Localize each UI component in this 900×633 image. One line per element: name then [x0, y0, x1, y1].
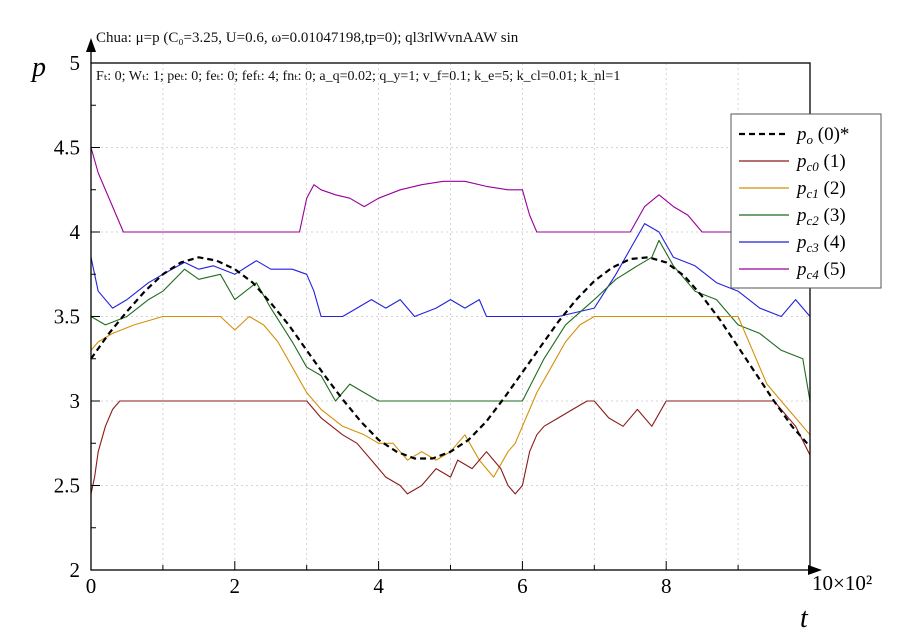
- series-line-2: [90, 315, 811, 478]
- legend-label-4: pc3 (4): [795, 232, 846, 255]
- legend: po (0)* pc0 (1) pc1 (2) pc2 (3) pc3 (4) pc4 (…: [730, 113, 882, 289]
- legend-label-5: pc4 (5): [795, 259, 846, 282]
- y-tick-label: 3: [70, 389, 81, 413]
- series-line-1: [90, 400, 811, 495]
- series-lines: [90, 147, 811, 495]
- series-line-4: [90, 223, 811, 318]
- x-axis-arrow: [808, 565, 822, 575]
- series-line-0: [90, 256, 811, 460]
- legend-label-1: pc0 (1): [795, 151, 846, 174]
- y-tick-label: 3.5: [54, 305, 80, 329]
- legend-box: [730, 113, 882, 289]
- y-tick-label: 4.5: [54, 136, 80, 160]
- x-tick-label: 8: [661, 574, 672, 598]
- y-tick-label: 5: [70, 51, 81, 75]
- y-tick-label: 2.5: [54, 474, 80, 498]
- series-line-5: [90, 147, 810, 233]
- x-tick-label: 4: [373, 574, 384, 598]
- x-tick-label: 2: [230, 574, 241, 598]
- legend-label-2: pc1 (2): [795, 178, 846, 201]
- y-axis-arrow: [86, 38, 96, 52]
- y-axis-label: p: [30, 52, 46, 83]
- legend-label-0: po (0)*: [795, 124, 849, 147]
- series-line-3: [90, 239, 811, 402]
- x-axis-label: t: [800, 603, 809, 633]
- x-tick-label: 6: [517, 574, 528, 598]
- chart-title: Chua: μ=p (C₀=3.25, U=0.6, ω=0.01047198,…: [96, 30, 519, 46]
- x-tick-label: 0: [86, 574, 97, 598]
- y-tick-label: 2: [70, 558, 81, 582]
- y-tick-label: 4: [70, 220, 81, 244]
- chart-subtitle: Fₜ: 0; Wₜ: 1; peₜ: 0; feₜ: 0; fefₜ: 4; f…: [96, 69, 620, 84]
- axis-ticks: 0 2 4 6 822.533.544.55: [54, 51, 811, 598]
- x-axis-multiplier: 10×10²: [812, 571, 872, 595]
- legend-label-3: pc2 (3): [795, 205, 846, 228]
